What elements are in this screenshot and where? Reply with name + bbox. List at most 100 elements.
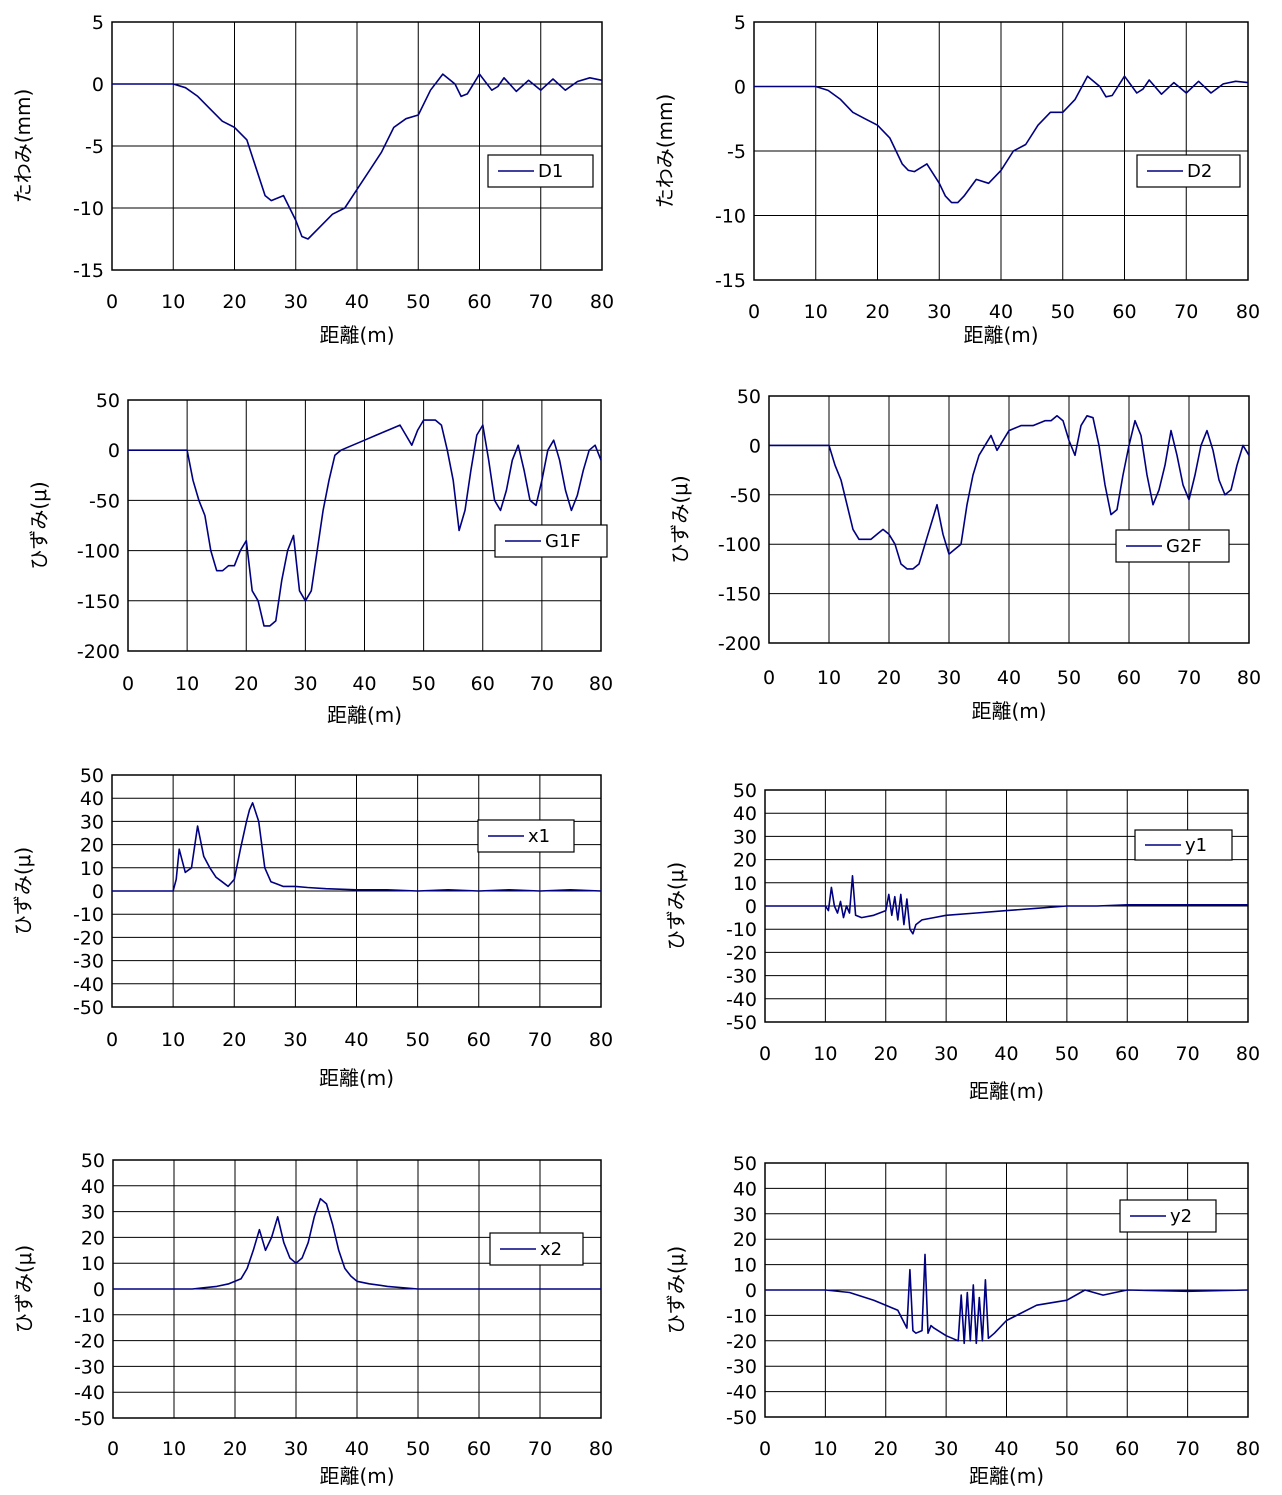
y-tick-label: 0 xyxy=(745,1280,757,1302)
x-tick-label: 50 xyxy=(1051,301,1075,323)
y-tick-label: -5 xyxy=(727,141,746,163)
x-tick-label: 30 xyxy=(283,1029,307,1051)
x-tick-label: 10 xyxy=(804,301,828,323)
x-tick-label: 0 xyxy=(759,1043,771,1065)
chart-panel-6: 0 10 20 30 40 50 60 70 8050403020100-10-20-30-40… xyxy=(664,780,1260,1103)
y-tick-label: 0 xyxy=(92,881,104,903)
x-tick-label: 10 xyxy=(161,1029,185,1051)
series-line-G1F xyxy=(128,419,602,627)
y-tick-label: 20 xyxy=(80,835,104,857)
x-tick-label: 60 xyxy=(1115,1438,1139,1460)
y-axis-label: たわみ(mm) xyxy=(653,94,677,209)
y-tick-label: 50 xyxy=(80,765,104,787)
x-tick-label: 60 xyxy=(1115,1043,1139,1065)
x-axis-label: 距離(m) xyxy=(319,1464,394,1488)
x-tick-label: 80 xyxy=(589,673,613,695)
x-tick-label: 0 xyxy=(106,291,118,313)
x-tick-label: 40 xyxy=(345,1438,369,1460)
chart-panel-3: 0 10 20 30 40 50 60 70 80 50 0 -50 -100 -150 -200 距離(m)… xyxy=(27,390,613,727)
x-tick-label: 40 xyxy=(344,1029,368,1051)
y-tick-label: -40 xyxy=(73,974,104,996)
y-tick-label: 50 xyxy=(737,386,761,408)
y-tick-label: -10 xyxy=(73,198,104,220)
series-line-D2 xyxy=(754,75,1249,204)
x-tick-label: 20 xyxy=(877,667,901,689)
x-tick-label: 10 xyxy=(813,1043,837,1065)
y-tick-label: 20 xyxy=(733,850,757,872)
x-tick-label: 0 xyxy=(107,1438,119,1460)
y-tick-label: -200 xyxy=(718,633,761,655)
y-tick-label: -50 xyxy=(74,1408,105,1430)
y-tick-label: 50 xyxy=(96,390,120,412)
y-tick-label: -100 xyxy=(77,541,120,563)
x-tick-label: 30 xyxy=(937,667,961,689)
y-tick-label: 40 xyxy=(81,1176,105,1198)
x-tick-label: 40 xyxy=(997,667,1021,689)
y-tick-label: 0 xyxy=(108,440,120,462)
x-tick-label: 0 xyxy=(748,301,760,323)
x-tick-label: 50 xyxy=(1057,667,1081,689)
y-tick-label: -30 xyxy=(73,951,104,973)
y-tick-label: 30 xyxy=(733,826,757,848)
y-tick-label: 10 xyxy=(81,1253,105,1275)
x-tick-label: 10 xyxy=(162,1438,186,1460)
x-tick-label: 30 xyxy=(934,1438,958,1460)
x-tick-label: 0 xyxy=(763,667,775,689)
series-line-y1 xyxy=(765,874,1248,935)
y-tick-label: -150 xyxy=(77,591,120,613)
x-tick-label: 20 xyxy=(874,1043,898,1065)
x-tick-label: 60 xyxy=(1112,301,1136,323)
x-tick-label: 30 xyxy=(284,1438,308,1460)
legend-label: G2F xyxy=(1166,536,1202,557)
y-tick-label: -15 xyxy=(73,260,104,282)
y-tick-label: -40 xyxy=(74,1382,105,1404)
y-tick-label: 20 xyxy=(733,1229,757,1251)
y-axis-label: たわみ(mm) xyxy=(11,89,35,204)
y-tick-label: -20 xyxy=(726,942,757,964)
x-tick-label: 20 xyxy=(222,1029,246,1051)
y-tick-label: 0 xyxy=(734,77,746,99)
y-tick-label: -150 xyxy=(718,584,761,606)
y-tick-label: 0 xyxy=(92,74,104,96)
x-tick-label: 80 xyxy=(589,1029,613,1051)
y-tick-label: 40 xyxy=(80,788,104,810)
chart-panel-7: 0 10 20 30 40 50 60 70 80 50 40 30 20 10 0 -10 -20 -30 -40… xyxy=(12,1150,613,1488)
x-tick-label: 60 xyxy=(467,1029,491,1051)
y-axis-label: ひずみ(μ) xyxy=(664,1246,688,1334)
y-axis-label: ひずみ(μ) xyxy=(668,475,692,563)
x-tick-label: 60 xyxy=(471,673,495,695)
x-tick-label: 20 xyxy=(874,1438,898,1460)
x-tick-label: 40 xyxy=(352,673,376,695)
legend-label: D2 xyxy=(1187,161,1212,182)
y-tick-label: -100 xyxy=(718,534,761,556)
x-tick-label: 40 xyxy=(989,301,1013,323)
x-tick-label: 70 xyxy=(1176,1438,1200,1460)
x-tick-label: 70 xyxy=(1174,301,1198,323)
x-tick-label: 20 xyxy=(222,291,246,313)
legend-label: y2 xyxy=(1170,1206,1192,1227)
x-axis-label: 距離(m) xyxy=(969,1464,1044,1488)
y-tick-label: -30 xyxy=(74,1356,105,1378)
y-axis-label: ひずみ(μ) xyxy=(664,862,688,950)
y-tick-label: -200 xyxy=(77,641,120,663)
y-tick-label: -20 xyxy=(726,1331,757,1353)
y-axis-label: ひずみ(μ) xyxy=(11,847,35,935)
x-tick-label: 40 xyxy=(345,291,369,313)
x-tick-label: 0 xyxy=(759,1438,771,1460)
x-tick-label: 70 xyxy=(528,1438,552,1460)
y-tick-label: -10 xyxy=(715,206,746,228)
x-tick-label: 30 xyxy=(927,301,951,323)
y-tick-label: 5 xyxy=(92,12,104,34)
legend-label: D1 xyxy=(538,161,563,182)
series-line-x1 xyxy=(112,801,602,892)
series-line-G2F xyxy=(769,414,1250,570)
y-tick-label: -40 xyxy=(726,989,757,1011)
x-tick-label: 50 xyxy=(406,1029,430,1051)
y-tick-label: 30 xyxy=(80,811,104,833)
y-tick-label: 50 xyxy=(733,1153,757,1175)
x-tick-label: 20 xyxy=(234,673,258,695)
y-tick-label: -20 xyxy=(73,927,104,949)
x-tick-label: 30 xyxy=(934,1043,958,1065)
